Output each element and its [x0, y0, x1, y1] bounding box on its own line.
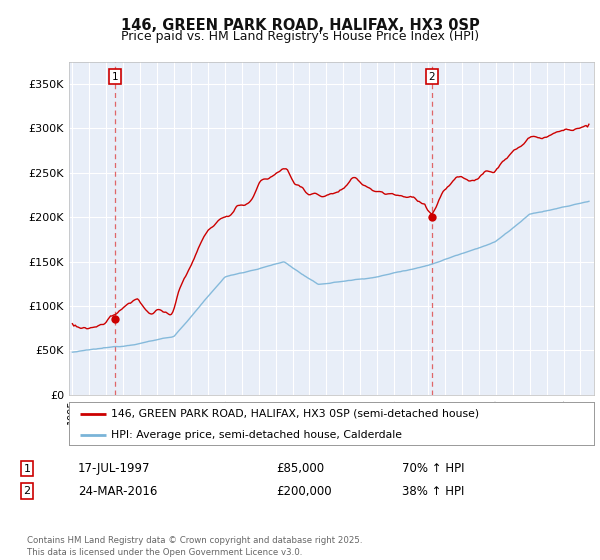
Text: 146, GREEN PARK ROAD, HALIFAX, HX3 0SP (semi-detached house): 146, GREEN PARK ROAD, HALIFAX, HX3 0SP (…: [111, 409, 479, 419]
Text: 2: 2: [23, 486, 31, 496]
Text: 1: 1: [23, 464, 31, 474]
Text: 24-MAR-2016: 24-MAR-2016: [78, 484, 157, 498]
Text: 146, GREEN PARK ROAD, HALIFAX, HX3 0SP: 146, GREEN PARK ROAD, HALIFAX, HX3 0SP: [121, 18, 479, 33]
Text: 70% ↑ HPI: 70% ↑ HPI: [402, 462, 464, 475]
Text: Price paid vs. HM Land Registry's House Price Index (HPI): Price paid vs. HM Land Registry's House …: [121, 30, 479, 43]
Text: Contains HM Land Registry data © Crown copyright and database right 2025.
This d: Contains HM Land Registry data © Crown c…: [27, 536, 362, 557]
Text: 17-JUL-1997: 17-JUL-1997: [78, 462, 151, 475]
Text: HPI: Average price, semi-detached house, Calderdale: HPI: Average price, semi-detached house,…: [111, 430, 402, 440]
Text: 2: 2: [428, 72, 435, 82]
Text: £200,000: £200,000: [276, 484, 332, 498]
Text: 38% ↑ HPI: 38% ↑ HPI: [402, 484, 464, 498]
Text: 1: 1: [112, 72, 119, 82]
Text: £85,000: £85,000: [276, 462, 324, 475]
